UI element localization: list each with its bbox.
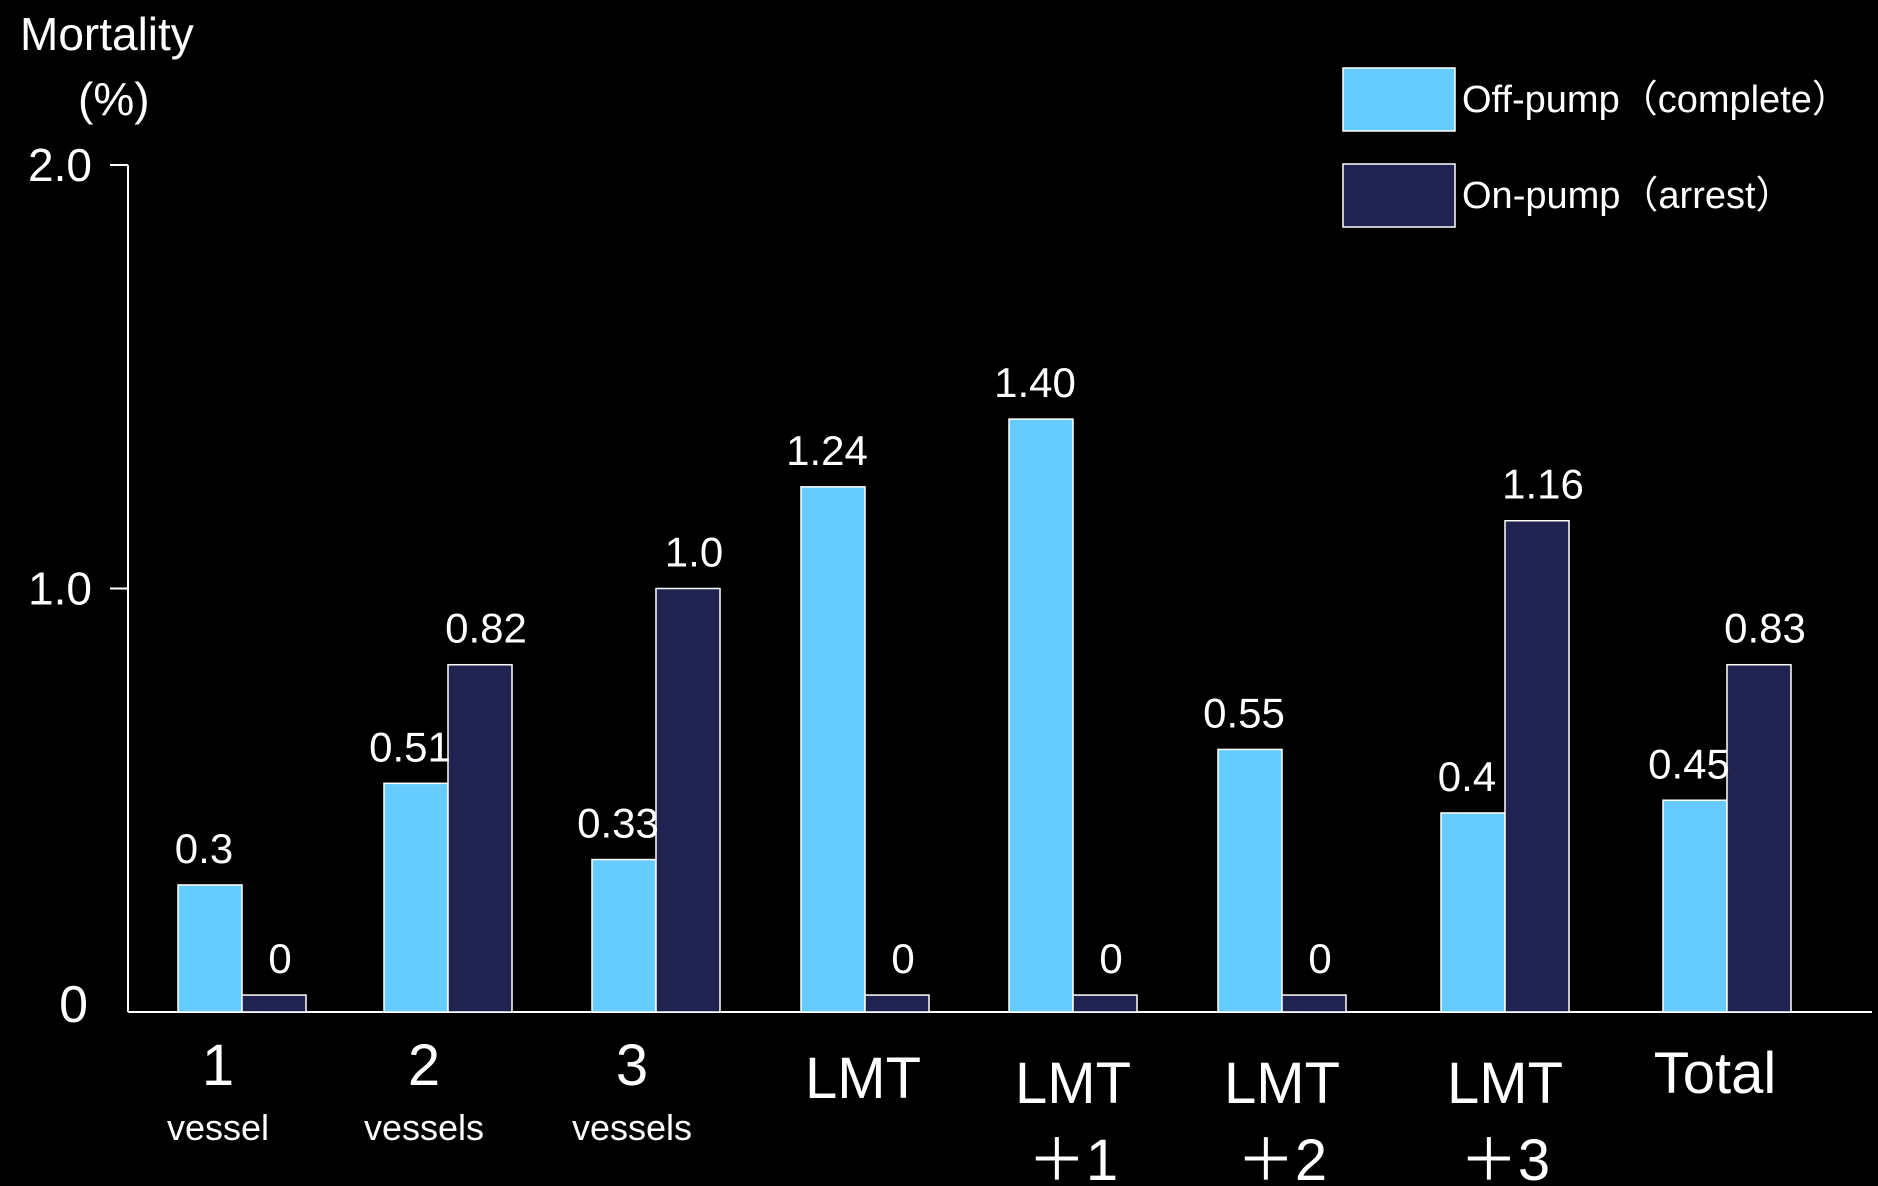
category-sublabel: ＋1 (1028, 1128, 1118, 1186)
bar-off-pump (177, 884, 243, 1013)
data-label: 0 (891, 935, 914, 982)
data-label: 0 (1308, 935, 1331, 982)
category-sublabel: vessel (167, 1107, 269, 1148)
category-sublabel: ＋3 (1460, 1128, 1550, 1186)
legend: Off-pump（complete） On-pump（arrest） (1342, 67, 1850, 228)
category-label: LMT (1224, 1051, 1340, 1116)
category-label: 2 (408, 1033, 440, 1098)
y-tick-label: 1.0 (28, 563, 92, 615)
category-sublabel: ＋2 (1237, 1128, 1327, 1186)
legend-swatch-off-pump (1342, 67, 1456, 132)
category-label: 1 (202, 1033, 234, 1098)
data-label: 0 (268, 935, 291, 982)
bars (177, 418, 1792, 1013)
bar-off-pump (383, 782, 449, 1013)
data-label: 0.83 (1724, 605, 1806, 652)
bar-on-pump (1281, 994, 1347, 1013)
data-label: 0.3 (175, 825, 233, 872)
bar-on-pump (1072, 994, 1138, 1013)
data-label: 1.16 (1502, 461, 1584, 508)
axes: 2.0 1.0 0 (28, 139, 1872, 1034)
bar-off-pump (800, 486, 866, 1013)
data-label: 0.45 (1648, 740, 1730, 787)
category-sublabel: vessels (572, 1107, 692, 1148)
data-label: 0 (1099, 935, 1122, 982)
data-label: 1.24 (786, 427, 868, 474)
y-axis-title-line-1: Mortality (20, 8, 194, 60)
data-label: 0.82 (445, 605, 527, 652)
legend-label-off-pump: Off-pump（complete） (1462, 79, 1850, 121)
category-label: LMT (1447, 1051, 1563, 1116)
category-label: 3 (616, 1033, 648, 1098)
bar-on-pump (447, 663, 513, 1013)
bar-on-pump (241, 994, 307, 1013)
category-label: LMT (805, 1046, 921, 1111)
bar-on-pump (655, 587, 721, 1013)
bar-off-pump (1008, 418, 1074, 1013)
data-label: 0.4 (1438, 753, 1496, 800)
y-tick-label: 2.0 (28, 139, 92, 191)
y-axis-label: Mortality (%) (20, 8, 194, 125)
data-label: 0.51 (369, 723, 451, 770)
category-sublabel: vessels (364, 1107, 484, 1148)
data-label: 0.33 (577, 800, 659, 847)
bar-on-pump (1504, 519, 1570, 1013)
y-axis-title-line-2: (%) (78, 73, 150, 125)
data-label: 1.40 (994, 359, 1076, 406)
y-tick-label: 0 (59, 976, 88, 1034)
category-label: LMT (1015, 1051, 1131, 1116)
bar-on-pump (1726, 663, 1792, 1013)
data-label: 0.55 (1203, 689, 1285, 736)
legend-swatch-on-pump (1342, 163, 1456, 228)
category-label: Total (1654, 1041, 1777, 1106)
bar-off-pump (1662, 799, 1728, 1013)
value-labels: 0.3 0 0.51 0.82 0.33 1.0 1.24 0 1.40 0 0.55 0 0.4 1.1… (175, 359, 1806, 982)
bar-on-pump (864, 994, 930, 1013)
category-labels: 1 vessel 2 vessels 3 vessels LMT LMT ＋1 LMT ＋2 LMT ＋… (167, 1033, 1776, 1186)
data-label: 1.0 (665, 529, 723, 576)
bar-off-pump (1440, 812, 1506, 1013)
legend-label-on-pump: On-pump（arrest） (1462, 175, 1794, 217)
bar-off-pump (591, 858, 657, 1013)
bar-off-pump (1217, 748, 1283, 1013)
